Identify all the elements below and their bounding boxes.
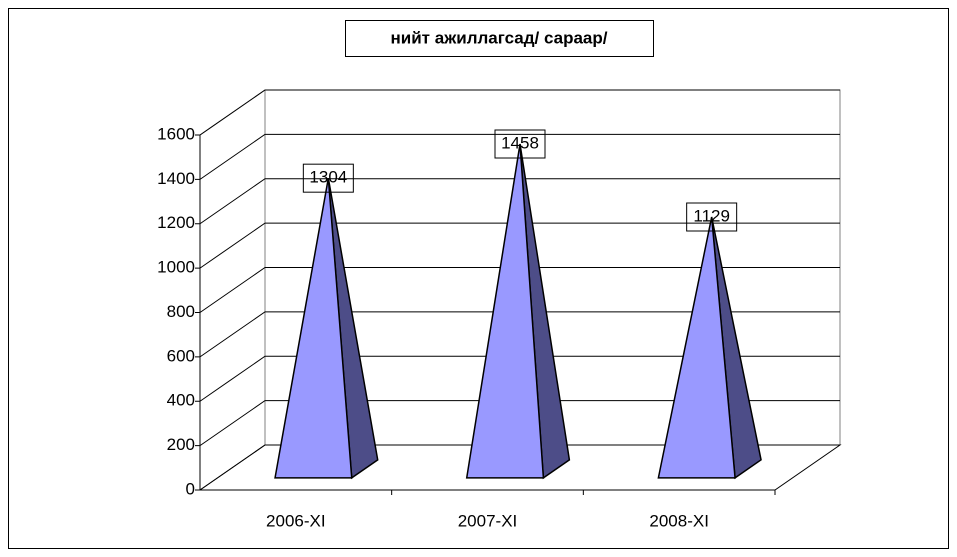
grid-line xyxy=(199,89,840,136)
grid-line xyxy=(199,355,840,402)
y-tick-label: 800 xyxy=(167,302,195,321)
y-tick-label: 400 xyxy=(167,391,195,410)
y-tick-label: 1600 xyxy=(157,124,195,143)
grid-line xyxy=(199,267,840,313)
value-label: 1458 xyxy=(501,133,539,152)
title-box xyxy=(345,20,654,57)
y-tick-label: 1400 xyxy=(157,169,195,188)
value-label-box xyxy=(302,163,354,193)
grid-line xyxy=(199,444,840,491)
pyramid-front xyxy=(657,216,736,479)
x-tick-label: 2008-XI xyxy=(649,511,709,530)
grid-line xyxy=(199,178,840,225)
value-label-box xyxy=(686,202,738,232)
value-label: 1304 xyxy=(309,168,347,187)
y-tick-label: 1200 xyxy=(157,213,195,232)
pyramid-front xyxy=(274,178,353,479)
y-tick-label: 600 xyxy=(167,346,195,365)
value-label: 1129 xyxy=(693,206,730,225)
y-tick-label: 1000 xyxy=(157,258,195,277)
grid-line xyxy=(199,133,840,180)
grid-line xyxy=(199,400,840,447)
x-tick-label: 2006-XI xyxy=(266,511,326,530)
y-tick-label: 0 xyxy=(186,479,195,498)
grid-line xyxy=(199,222,840,269)
chart-title: нийт ажиллагсад/ сараар/ xyxy=(391,28,608,47)
value-label-box xyxy=(494,129,546,159)
y-tick-label: 200 xyxy=(167,435,195,454)
x-tick-label: 2007-XI xyxy=(458,511,518,530)
grid-line xyxy=(199,311,840,358)
pyramid-front xyxy=(465,143,545,479)
